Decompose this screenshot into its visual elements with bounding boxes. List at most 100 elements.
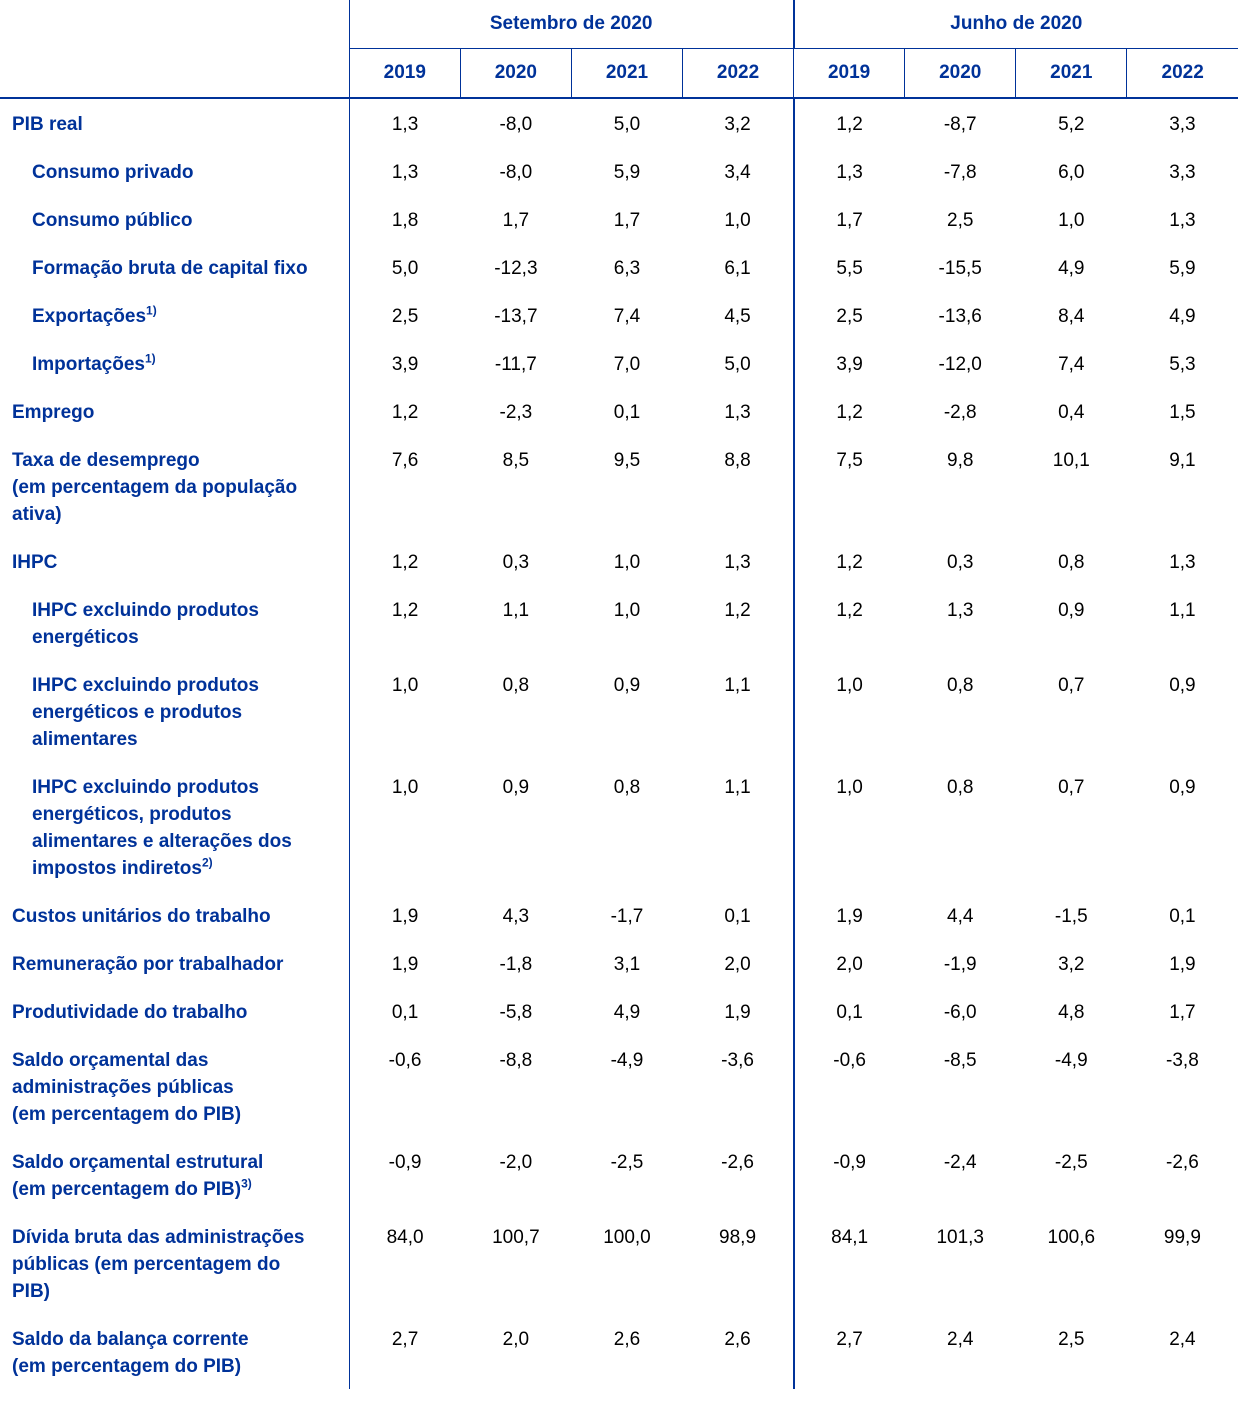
value-cell: -13,7 (494, 306, 538, 327)
value-cell: 6,1 (724, 258, 751, 279)
value-cell: 5,0 (391, 258, 419, 279)
value-cell: 1,0 (1058, 210, 1085, 231)
value-cell: 0,1 (792, 987, 905, 1035)
value-cell: 1,3 (391, 162, 419, 183)
value-cell: 7,4 (1058, 354, 1085, 375)
year-header: 2021 (570, 48, 683, 99)
value-cell: 1,3 (1169, 210, 1196, 231)
label-line: (em percentagem do PIB) (12, 1104, 242, 1125)
value-cell: 2,5 (1058, 1329, 1085, 1350)
value-cell: 9,1 (1169, 450, 1196, 471)
label-line: Saldo orçamental estrutural (12, 1152, 264, 1173)
value-cell: -4,9 (1054, 1050, 1088, 1071)
row-label: Dívida bruta das administrações públicas … (0, 1212, 350, 1314)
value-cell: 1,2 (792, 98, 905, 147)
value-cell: -4,9 (610, 1050, 644, 1071)
data-row: Saldo orçamental estrutural (em percentag… (0, 1137, 1238, 1212)
value-cell: 0,8 (1058, 552, 1085, 573)
value-cell: 2,0 (792, 939, 905, 987)
row-label: Exportações1) (0, 291, 350, 339)
value-cell: -1,9 (943, 954, 977, 975)
value-cell: 101,3 (936, 1227, 984, 1248)
data-row: Exportações1) 2,5 -13,7 7,4 4,5 2,5 -13,6 8,4 4,… (0, 291, 1238, 339)
value-cell: 4,9 (1058, 258, 1085, 279)
value-cell: 1,9 (391, 954, 419, 975)
data-row: Emprego 1,2 -2,3 0,1 1,3 1,2 -2,8 0,4 1,5 (0, 387, 1238, 435)
label-line: energéticos, produtos (32, 804, 232, 825)
value-cell: 3,1 (613, 954, 641, 975)
value-cell: -12,3 (494, 258, 538, 279)
value-cell: -0,6 (792, 1035, 905, 1137)
value-cell: 100,6 (1047, 1227, 1096, 1248)
value-cell: 84,0 (386, 1227, 424, 1248)
value-cell: 1,2 (792, 585, 905, 660)
value-cell: 0,3 (502, 552, 530, 573)
value-cell: 2,4 (1169, 1329, 1196, 1350)
label-line: Formação bruta de capital fixo (32, 258, 308, 279)
value-cell: -2,5 (610, 1152, 644, 1173)
label-line: Produtividade do trabalho (12, 1002, 248, 1023)
value-cell: -15,5 (938, 258, 982, 279)
label-line: Custos unitários do trabalho (12, 906, 271, 927)
header-row: 2019 2020 2021 2022 2019 2020 2021 2022 (0, 48, 1238, 99)
label-line: Consumo público (32, 210, 193, 231)
data-row: Importações1) 3,9 -11,7 7,0 5,0 3,9 -12,0 7,4 5,… (0, 339, 1238, 387)
value-cell: 4,9 (1169, 306, 1196, 327)
value-cell: 2,7 (391, 1329, 419, 1350)
value-cell: -0,6 (388, 1050, 422, 1071)
value-cell: 1,0 (391, 777, 419, 798)
value-cell: 0,1 (613, 402, 641, 423)
row-label: IHPC excluindo produtos energéticos, prod… (0, 762, 350, 891)
value-cell: 3,4 (724, 162, 751, 183)
value-cell: 8,8 (724, 450, 751, 471)
value-cell: 0,1 (391, 1002, 419, 1023)
label-line: energéticos e produtos (32, 702, 243, 723)
label-line: PIB real (12, 114, 83, 135)
value-cell: 4,4 (947, 906, 974, 927)
value-cell: 1,0 (724, 210, 751, 231)
label-line: (em percentagem do PIB)3) (12, 1176, 252, 1200)
label-line: Saldo da balança corrente (12, 1329, 249, 1350)
group-header: Setembro de 2020 (349, 0, 794, 49)
value-cell: 5,0 (724, 354, 751, 375)
data-row: Saldo da balança corrente (em percentagem… (0, 1314, 1238, 1389)
value-cell: 1,0 (613, 600, 641, 621)
value-cell: 100,0 (603, 1227, 651, 1248)
value-cell: 9,5 (613, 450, 641, 471)
data-row: Custos unitários do trabalho 1,9 4,3 -1,7 0,… (0, 891, 1238, 939)
value-cell: 99,9 (1163, 1227, 1201, 1248)
value-cell: 1,1 (724, 777, 751, 798)
value-cell: -2,4 (943, 1152, 977, 1173)
row-label: Saldo orçamental estrutural (em percentag… (0, 1137, 350, 1212)
value-cell: 1,2 (792, 537, 905, 585)
value-cell: 0,9 (613, 675, 641, 696)
value-cell: -1,7 (610, 906, 644, 927)
value-cell: -2,8 (943, 402, 977, 423)
value-cell: 2,0 (724, 954, 751, 975)
value-cell: 0,1 (1169, 906, 1196, 927)
value-cell: 6,0 (1058, 162, 1085, 183)
value-cell: 5,3 (1169, 354, 1196, 375)
value-cell: 1,0 (792, 660, 905, 762)
value-cell: 100,7 (492, 1227, 540, 1248)
value-cell: -2,3 (499, 402, 533, 423)
value-cell: 1,3 (792, 147, 905, 195)
data-row: IHPC 1,2 0,3 1,0 1,3 1,2 0,3 0,8 1,3 (0, 537, 1238, 585)
footnote-ref: 1) (146, 303, 157, 318)
year-header: 2022 (1126, 48, 1238, 99)
row-label: IHPC excluindo produtos energéticos e pro… (0, 660, 350, 762)
value-cell: 3,3 (1169, 114, 1196, 135)
year-header: 2020 (459, 48, 572, 99)
value-cell: -8,0 (499, 114, 533, 135)
value-cell: -8,5 (943, 1050, 977, 1071)
data-row: Produtividade do trabalho 0,1 -5,8 4,9 1,9 0,… (0, 987, 1238, 1035)
value-cell: 1,2 (391, 402, 419, 423)
label-line: energéticos (32, 627, 139, 648)
value-cell: 1,5 (1169, 402, 1196, 423)
data-row: Remuneração por trabalhador 1,9 -1,8 3,1 2,0… (0, 939, 1238, 987)
label-line: públicas (em percentagem do (12, 1254, 281, 1275)
value-cell: 0,7 (1058, 777, 1085, 798)
value-cell: -2,0 (499, 1152, 533, 1173)
value-cell: 0,8 (613, 777, 641, 798)
